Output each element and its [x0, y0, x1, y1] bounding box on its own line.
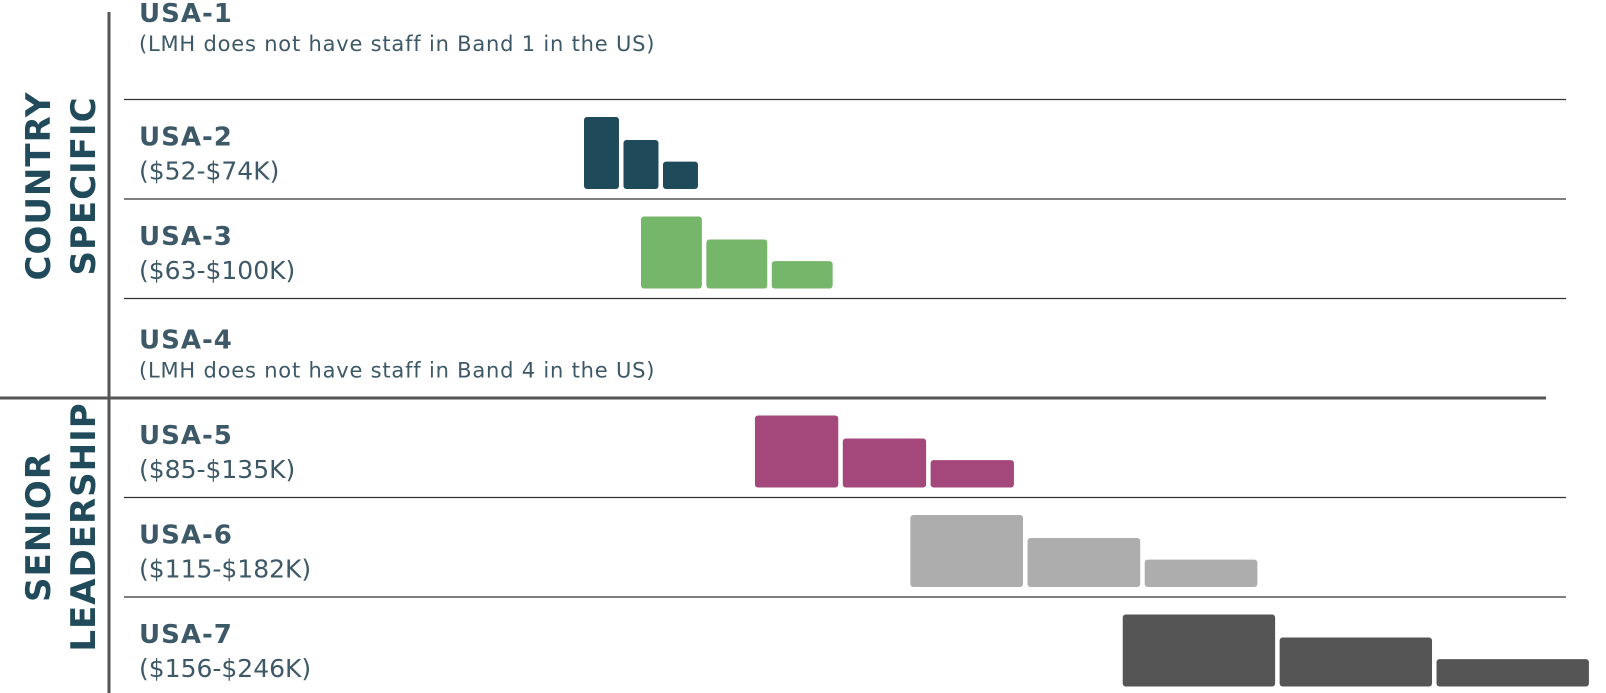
group-label-senior-leadership: SENIOR LEADERSHIP	[19, 402, 104, 651]
bar-usa-6-3	[1144, 559, 1258, 587]
row-separators	[0, 12, 1566, 693]
band-range-usa-5: ($85-$135K)	[139, 455, 295, 484]
band-name-usa-4: USA-4	[139, 326, 233, 356]
band-name-usa-3: USA-3	[139, 222, 233, 252]
group-label-line: LEADERSHIP	[64, 402, 104, 651]
band-range-usa-7: ($156-$246K)	[139, 654, 311, 683]
group-label-line: COUNTRY	[19, 91, 59, 280]
band-labels: USA-1 (LMH does not have staff in Band 1 …	[139, 0, 655, 683]
band-note-usa-1: (LMH does not have staff in Band 1 in th…	[139, 32, 655, 56]
bar-usa-3-2	[706, 239, 768, 289]
band-name-usa-2: USA-2	[139, 123, 233, 153]
bar-usa-6-1	[910, 515, 1024, 587]
group-label-line: SPECIFIC	[64, 96, 104, 275]
bar-usa-5-1	[754, 415, 839, 488]
bar-usa-2-3	[662, 161, 698, 189]
bar-usa-5-3	[930, 460, 1014, 488]
bar-usa-6-2	[1027, 538, 1141, 587]
bar-usa-5-2	[842, 438, 927, 488]
band-name-usa-7: USA-7	[139, 620, 233, 650]
group-label-line: SENIOR	[19, 452, 59, 602]
band-note-usa-4: (LMH does not have staff in Band 4 in th…	[139, 359, 655, 383]
bar-usa-7-1	[1122, 614, 1276, 687]
group-labels: COUNTRY SPECIFIC SENIOR LEADERSHIP	[19, 91, 104, 651]
bar-usa-2-2	[623, 140, 659, 189]
band-bars	[584, 117, 1589, 687]
group-label-country-specific: COUNTRY SPECIFIC	[19, 91, 104, 280]
band-range-usa-3: ($63-$100K)	[139, 256, 295, 285]
band-name-usa-6: USA-6	[139, 521, 233, 551]
bar-usa-3-1	[640, 216, 702, 289]
band-name-usa-1: USA-1	[139, 0, 233, 29]
band-range-usa-6: ($115-$182K)	[139, 555, 311, 584]
bar-usa-2-1	[584, 117, 619, 189]
bar-usa-7-3	[1436, 659, 1589, 687]
band-name-usa-5: USA-5	[139, 421, 233, 451]
bar-usa-7-2	[1279, 637, 1433, 687]
band-range-usa-2: ($52-$74K)	[139, 157, 279, 186]
bar-usa-3-3	[771, 261, 833, 289]
